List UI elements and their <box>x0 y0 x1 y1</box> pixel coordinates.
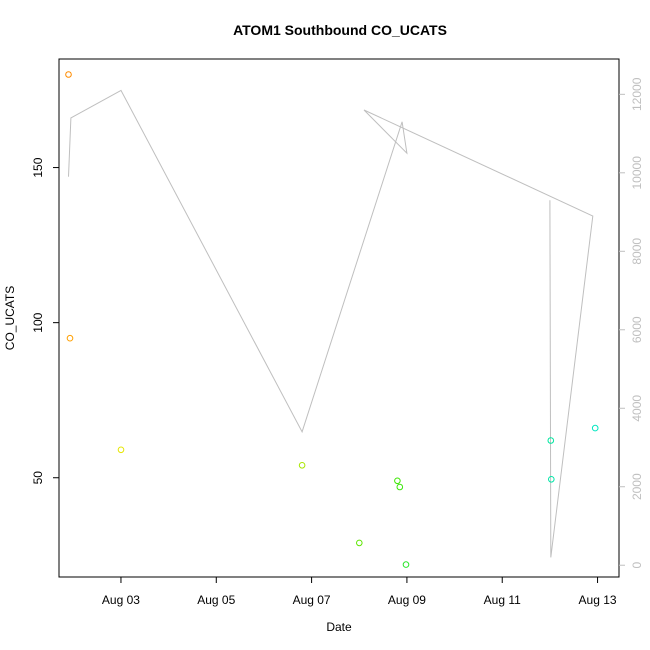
y-tick-label: 150 <box>31 157 45 177</box>
y-axis-label: CO_UCATS <box>3 286 17 350</box>
x-axis-label: Date <box>326 620 352 634</box>
x-tick-label: Aug 03 <box>102 593 140 607</box>
data-point <box>591 424 599 432</box>
plot-frame <box>58 58 620 578</box>
x-tick-label: Aug 11 <box>484 593 521 607</box>
secondary-series-line <box>68 89 594 558</box>
y2-tick-label: 2000 <box>630 473 644 500</box>
data-point <box>548 476 555 483</box>
data-point <box>117 446 125 454</box>
points-layer <box>65 71 599 568</box>
data-point <box>396 483 404 491</box>
data-point <box>356 539 363 547</box>
data-point <box>547 437 555 444</box>
secondary-line-layer <box>68 89 594 558</box>
x-tick-label: Aug 13 <box>579 593 617 607</box>
y2-tick-label: 10000 <box>630 156 644 190</box>
y-tick-label: 50 <box>31 471 45 485</box>
data-point <box>394 477 401 485</box>
y-axis-right: 0 2000 4000 6000 8000 10000 12000 <box>619 77 644 569</box>
chart-title: ATOM1 Southbound CO_UCATS <box>233 22 447 38</box>
x-axis: Aug 03 Aug 05 Aug 07 Aug 09 Aug 11 Aug 13 <box>102 577 617 607</box>
x-tick-label: Aug 07 <box>293 593 331 607</box>
data-point <box>65 71 72 78</box>
data-point <box>298 462 306 469</box>
x-tick-label: Aug 09 <box>388 593 426 607</box>
y2-tick-label: 4000 <box>630 395 644 422</box>
y2-tick-label: 6000 <box>630 316 644 343</box>
y2-tick-label: 12000 <box>630 77 644 111</box>
data-point <box>402 561 410 568</box>
data-point <box>66 334 74 342</box>
y-axis-left: 50 100 150 <box>31 157 59 484</box>
x-tick-label: Aug 05 <box>197 593 235 607</box>
y2-tick-label: 8000 <box>630 238 644 265</box>
y-tick-label: 100 <box>31 312 45 332</box>
y2-tick-label: 0 <box>630 562 644 569</box>
